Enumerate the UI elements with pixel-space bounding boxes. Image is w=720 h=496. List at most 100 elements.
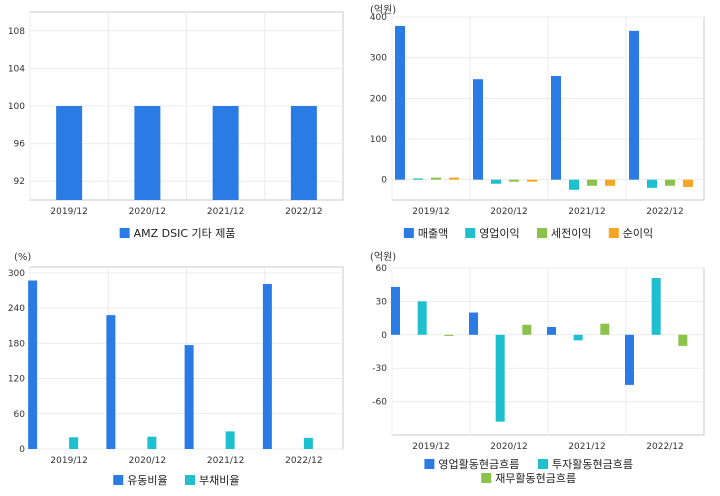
x-tick-label: 2022/12 (285, 456, 322, 466)
unit-label: (억원) (370, 4, 396, 16)
y-tick-label: 400 (370, 13, 387, 23)
legend-label: 유동비율 (127, 474, 167, 487)
y-tick-label: 0 (381, 331, 387, 341)
bar (651, 278, 661, 335)
y-tick-label: 240 (8, 304, 25, 314)
bar (106, 315, 116, 449)
bar (184, 345, 194, 449)
legend-label: AMZ DSIC 기타 제품 (134, 227, 236, 240)
legend-item: AMZ DSIC 기타 제품 (119, 227, 236, 240)
legend-swatch (113, 475, 124, 485)
legend-item: 투자활동현금흐름 (538, 457, 633, 471)
legend-item: 영업이익 (465, 227, 520, 240)
bar (225, 431, 235, 449)
unit-label: (억원) (370, 251, 396, 263)
bar (629, 30, 639, 180)
bar (605, 179, 615, 186)
bar (290, 106, 317, 200)
bar (391, 286, 400, 335)
legend-label: 영업활동현금흐름 (438, 457, 519, 471)
legend-swatch (465, 228, 476, 238)
bar (600, 323, 610, 335)
y-tick-label: 30 (376, 297, 388, 307)
legend-swatch (403, 228, 414, 238)
y-tick-label: 104 (8, 64, 25, 74)
y-tick-label: 92 (14, 177, 25, 187)
bar (28, 280, 38, 449)
chart-1: 92 96 100 104 108 2019/12 2020/12 2021/12 2022/1… (8, 11, 344, 240)
legend-swatch (185, 475, 195, 485)
legend-item: 세전이익 (537, 227, 591, 240)
x-tick-label: 2022/12 (285, 207, 322, 217)
bar (683, 179, 693, 187)
x-tick-label: 2021/12 (568, 442, 605, 452)
legend-item: 매출액 (403, 227, 448, 240)
x-tick-label: 2021/12 (568, 207, 605, 217)
bar (547, 327, 556, 335)
bar (509, 179, 519, 182)
bar (522, 324, 532, 335)
bar (212, 106, 239, 200)
bar (551, 75, 561, 180)
legend-label: 영업이익 (479, 227, 519, 240)
x-tick-label: 2020/12 (129, 207, 166, 217)
bar (413, 178, 423, 180)
bar (56, 106, 83, 200)
bar (625, 334, 634, 385)
legend-swatch (537, 228, 547, 238)
y-tick-label: 180 (8, 339, 25, 349)
bar (647, 179, 657, 188)
legend-label: 매출액 (418, 227, 448, 240)
bar (69, 437, 79, 449)
bar (395, 25, 405, 180)
x-tick-label: 2020/12 (490, 442, 527, 452)
y-tick-label: 0 (381, 176, 387, 186)
legend-item: 유동비율 (113, 474, 168, 487)
x-tick-label: 2022/12 (646, 207, 683, 217)
x-tick-label: 2019/12 (50, 207, 87, 217)
x-tick-label: 2020/12 (129, 456, 166, 466)
legend-label: 부채비율 (199, 474, 239, 487)
bar (569, 179, 579, 190)
legend-item: 재무활동현금흐름 (481, 471, 576, 485)
y-tick-label: 300 (370, 54, 387, 64)
bar (469, 312, 478, 335)
legend-swatch (538, 459, 548, 469)
legend-item: 순이익 (608, 227, 653, 240)
bar (303, 437, 313, 449)
x-tick-label: 2022/12 (646, 442, 683, 452)
y-tick-label: 108 (8, 27, 25, 37)
bar (527, 179, 537, 182)
y-tick-label: 60 (376, 264, 388, 274)
bar (134, 106, 161, 200)
bar (495, 334, 505, 422)
legend-swatch (481, 473, 492, 483)
y-tick-label: 200 (370, 94, 387, 104)
chart-4: (억원) -60 -30 0 30 60 2019/12 2020/12 2021/12 2022… (370, 251, 705, 485)
legend-item: 부채비율 (185, 474, 239, 487)
legend-label: 순이익 (623, 227, 653, 240)
bar (449, 177, 459, 180)
legend-swatch (119, 228, 130, 238)
y-tick-label: 100 (370, 135, 387, 145)
y-tick-label: 300 (8, 269, 25, 279)
legend-swatch (424, 459, 435, 469)
bar (491, 179, 501, 184)
bar (473, 79, 483, 180)
bar (573, 334, 583, 341)
bar (587, 179, 597, 186)
legend-label: 세전이익 (551, 227, 591, 240)
y-tick-label: 120 (8, 375, 25, 385)
bar (431, 177, 441, 180)
x-tick-label: 2021/12 (207, 207, 244, 217)
unit-label: (%) (14, 252, 31, 263)
y-tick-label: -60 (372, 398, 387, 408)
bar (665, 179, 675, 186)
legend-label: 재무활동현금흐름 (495, 471, 576, 485)
x-tick-label: 2019/12 (412, 207, 449, 217)
bar (262, 284, 272, 449)
x-tick-label: 2021/12 (207, 456, 244, 466)
bar (444, 334, 454, 336)
y-tick-label: 60 (14, 410, 26, 420)
